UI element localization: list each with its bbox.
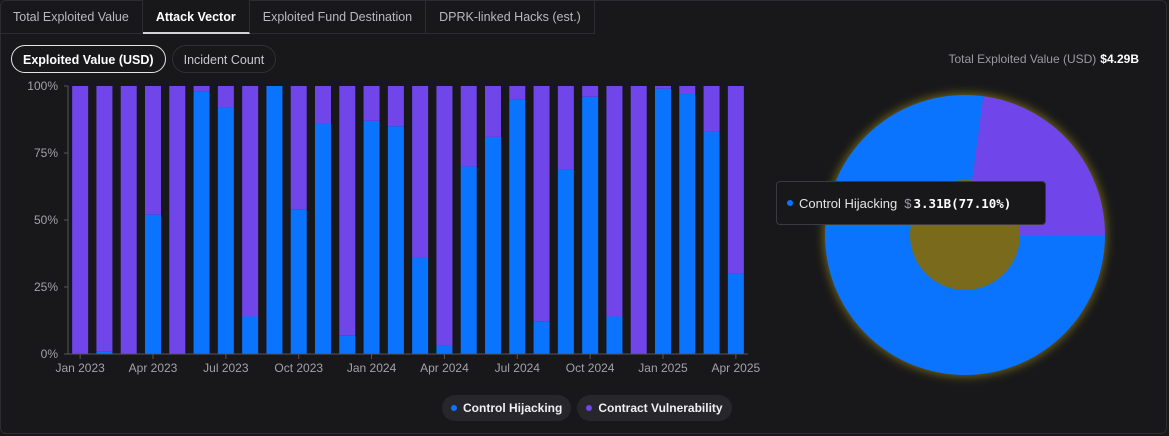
- bar-contract-vulnerability[interactable]: [557, 86, 574, 170]
- tab-dprk-linked-hacks[interactable]: DPRK-linked Hacks (est.): [426, 0, 595, 34]
- legend-dot-icon: [451, 404, 457, 411]
- slice-contract-vulnerability[interactable]: [972, 96, 1105, 235]
- bar-contract-vulnerability[interactable]: [96, 86, 113, 352]
- total-label: Total Exploited Value (USD): [948, 52, 1097, 66]
- bar-control-hijacking[interactable]: [266, 86, 283, 354]
- tab-bar: Total Exploited Value Attack Vector Expl…: [0, 0, 595, 34]
- bar-control-hijacking[interactable]: [606, 316, 623, 354]
- bar-control-hijacking[interactable]: [315, 123, 331, 355]
- bar-control-hijacking[interactable]: [217, 107, 234, 354]
- bar-contract-vulnerability[interactable]: [290, 86, 307, 210]
- bar-contract-vulnerability[interactable]: [339, 86, 356, 336]
- bar-contract-vulnerability[interactable]: [120, 86, 137, 354]
- y-tick-label: 75%: [34, 146, 58, 160]
- bar-control-hijacking[interactable]: [533, 321, 550, 354]
- x-tick-label: Jan 2025: [638, 361, 688, 375]
- bar-control-hijacking[interactable]: [436, 345, 453, 354]
- x-tick-label: Jan 2023: [55, 361, 105, 375]
- bar-contract-vulnerability[interactable]: [72, 86, 89, 354]
- incident-count-toggle[interactable]: Incident Count: [171, 45, 277, 73]
- bar-control-hijacking[interactable]: [290, 209, 307, 354]
- bar-control-hijacking[interactable]: [485, 136, 501, 354]
- bar-contract-vulnerability[interactable]: [193, 86, 210, 92]
- bar-control-hijacking[interactable]: [363, 120, 380, 354]
- chart-tooltip: Control Hijacking $ 3.31B(77.10%): [776, 181, 1046, 225]
- bar-contract-vulnerability[interactable]: [630, 86, 647, 354]
- donut-chart: [824, 94, 1106, 376]
- chart-legend: Control Hijacking Contract Vulnerability: [442, 395, 732, 421]
- tooltip-series: Control Hijacking: [799, 195, 898, 211]
- bar-control-hijacking[interactable]: [242, 316, 259, 354]
- bar-control-hijacking[interactable]: [387, 126, 404, 354]
- bar-contract-vulnerability[interactable]: [460, 86, 477, 167]
- x-tick-label: Oct 2023: [274, 361, 323, 375]
- bar-contract-vulnerability[interactable]: [169, 86, 186, 354]
- bar-contract-vulnerability[interactable]: [217, 86, 234, 108]
- tooltip-value: 3.31B(77.10%): [913, 195, 1012, 211]
- bar-control-hijacking[interactable]: [703, 131, 720, 354]
- bar-contract-vulnerability[interactable]: [363, 86, 380, 121]
- x-tick-label: Jan 2024: [347, 361, 397, 375]
- tab-attack-vector[interactable]: Attack Vector: [142, 0, 250, 34]
- x-tick-label: Apr 2025: [712, 361, 761, 375]
- bar-control-hijacking[interactable]: [145, 214, 161, 354]
- bar-contract-vulnerability[interactable]: [509, 86, 526, 100]
- bar-control-hijacking[interactable]: [557, 169, 574, 354]
- tooltip-dot-icon: [787, 200, 793, 206]
- bar-contract-vulnerability[interactable]: [436, 86, 453, 346]
- bar-contract-vulnerability[interactable]: [727, 86, 744, 274]
- bar-contract-vulnerability[interactable]: [606, 86, 623, 317]
- stacked-bar-chart: 0% 25% 50% 75% 100% Jan 2023 Apr 2023 Jul 2023 O…: [27, 79, 761, 375]
- bar-contract-vulnerability[interactable]: [485, 86, 501, 137]
- bar-contract-vulnerability[interactable]: [703, 86, 720, 132]
- bar-control-hijacking[interactable]: [727, 273, 744, 354]
- tooltip-currency: $: [904, 195, 912, 211]
- bar-contract-vulnerability[interactable]: [315, 86, 331, 124]
- bar-contract-vulnerability[interactable]: [242, 86, 259, 317]
- y-tick-label: 25%: [34, 280, 58, 294]
- legend-contract-vulnerability[interactable]: Contract Vulnerability: [577, 395, 732, 421]
- x-tick-label: Apr 2023: [129, 361, 178, 375]
- total-value: $4.29B: [1100, 52, 1139, 66]
- bar-contract-vulnerability[interactable]: [655, 86, 671, 89]
- y-tick-label: 0%: [41, 347, 59, 361]
- bar-contract-vulnerability[interactable]: [387, 86, 404, 127]
- y-tick-label: 100%: [27, 79, 58, 93]
- bar-contract-vulnerability[interactable]: [412, 86, 429, 258]
- bar-contract-vulnerability[interactable]: [582, 86, 599, 97]
- bar-contract-vulnerability[interactable]: [679, 86, 696, 95]
- bar-control-hijacking[interactable]: [460, 166, 477, 354]
- bar-control-hijacking[interactable]: [509, 99, 526, 355]
- total-exploited-value: Total Exploited Value (USD) $4.29B: [948, 52, 1139, 66]
- exploited-value-toggle[interactable]: Exploited Value (USD): [11, 45, 166, 73]
- x-tick-label: Apr 2024: [420, 361, 469, 375]
- bar-control-hijacking[interactable]: [193, 91, 210, 355]
- bar-control-hijacking[interactable]: [339, 335, 356, 354]
- bar-control-hijacking[interactable]: [96, 351, 113, 354]
- x-tick-label: Jul 2023: [203, 361, 249, 375]
- bar-contract-vulnerability[interactable]: [533, 86, 550, 322]
- tab-total-exploited-value[interactable]: Total Exploited Value: [0, 0, 143, 34]
- bar-contract-vulnerability[interactable]: [145, 86, 161, 215]
- tab-exploited-fund-destination[interactable]: Exploited Fund Destination: [249, 0, 427, 34]
- legend-dot-icon: [586, 404, 593, 411]
- bar-control-hijacking[interactable]: [655, 88, 671, 355]
- x-tick-label: Jul 2024: [495, 361, 541, 375]
- y-tick-label: 50%: [34, 213, 58, 227]
- x-tick-label: Oct 2024: [566, 361, 615, 375]
- bar-control-hijacking[interactable]: [679, 94, 696, 354]
- legend-label: Contract Vulnerability: [598, 401, 723, 415]
- slice-control-hijacking[interactable]: [825, 95, 1105, 376]
- bar-control-hijacking[interactable]: [582, 96, 599, 354]
- metric-toggle: Exploited Value (USD) Incident Count: [11, 45, 277, 73]
- legend-label: Control Hijacking: [463, 401, 563, 415]
- bar-control-hijacking[interactable]: [412, 257, 429, 354]
- legend-control-hijacking[interactable]: Control Hijacking: [442, 395, 572, 421]
